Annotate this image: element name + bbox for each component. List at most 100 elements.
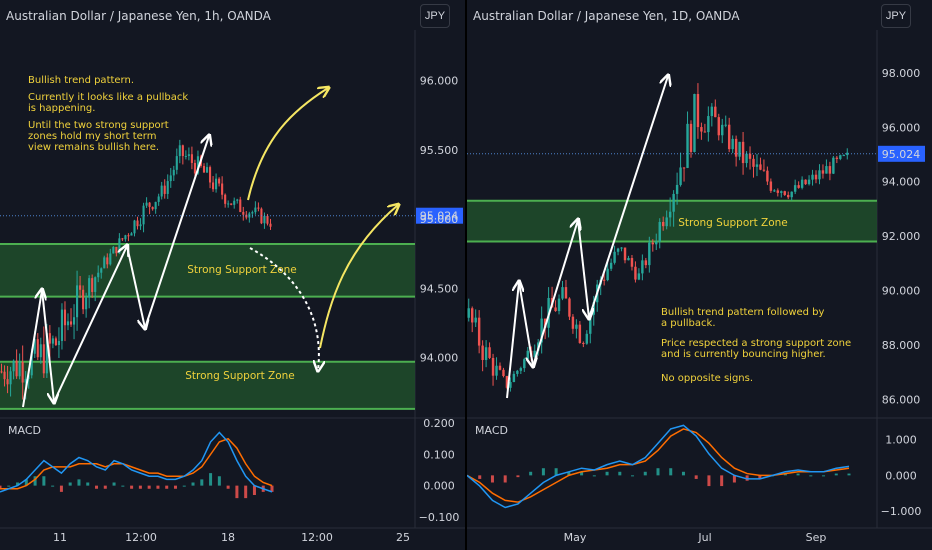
price-tick-label: 92.000 [882,230,921,243]
macd-histogram-bar [42,476,46,486]
candle-body [769,181,773,191]
trend-arrow [506,282,519,399]
candle-body [54,338,57,346]
candle-body [700,127,703,132]
candle-body [94,277,97,292]
last-price-label: 95.024 [882,148,921,161]
candle-body [18,361,21,377]
candle-body [717,117,720,136]
macd-histogram-bar [694,475,698,479]
currency-button[interactable]: JPY [881,4,911,28]
candle-body [648,242,651,266]
candle-body [196,156,200,174]
candle-body [97,272,100,278]
macd-histogram-bar [156,485,160,489]
candle-body [620,247,623,249]
macd-histogram-bar [16,482,20,486]
macd-histogram-bar [592,475,596,477]
candle-body [623,247,627,261]
macd-histogram-bar [656,468,660,476]
chart-panel-1d[interactable]: Australian Dollar / Japanese Yen, 1D, OA… [467,0,932,550]
candle-body [178,145,181,157]
macd-histogram-bar [618,471,622,476]
candle-body [488,347,491,358]
candle-body [696,94,700,128]
candle-body [242,211,245,215]
macd-histogram-bar [834,473,838,476]
candle-body [533,350,536,357]
candle-body [637,273,641,280]
candle-body [115,246,118,254]
candle-body [79,285,82,290]
candle-body [477,317,481,346]
macd-tick-label: 0.000 [423,480,455,493]
macd-histogram-bar [24,479,28,486]
support-zone-label: Strong Support Zone [678,217,788,229]
candle-body [682,167,686,169]
candle-body [627,258,630,261]
candle-body [236,199,239,201]
macd-histogram-bar [252,485,256,495]
candle-body [221,183,224,195]
candle-body [710,106,714,117]
candle-body [609,262,613,269]
macd-histogram-bar [822,475,826,477]
candle-body [759,164,762,170]
candle-body [727,124,731,150]
time-tick-label: 11 [53,531,67,544]
price-tick-label: 96.000 [882,121,921,134]
macd-histogram-bar [68,482,72,486]
candle-body [33,339,36,354]
macd-histogram-bar [605,471,609,476]
macd-histogram-bar [681,471,685,476]
candle-body [689,123,693,152]
candle-body [60,309,64,341]
price-tick-label: 90.000 [882,285,921,298]
candle-body [800,179,804,188]
signal-line [467,428,850,503]
macd-histogram-bar [631,475,635,477]
candle-body [124,235,127,240]
candle-body [818,170,821,180]
macd-histogram-bar [244,485,248,499]
candle-body [169,175,172,182]
candle-body [734,138,738,157]
support-zone-label: Strong Support Zone [187,264,297,276]
candle-body [142,205,145,225]
macd-histogram-bar [200,479,204,486]
candle-body [254,207,257,213]
chart-panel-1h[interactable]: Australian Dollar / Japanese Yen, 1h, OA… [0,0,465,550]
candle-body [825,166,828,174]
candle-body [163,185,166,194]
candle-body [797,185,800,188]
candle-body [24,378,27,383]
macd-histogram-bar [182,485,186,487]
candle-body [160,185,163,197]
candle-body [741,141,745,164]
candle-body [505,376,509,388]
candle-body [474,317,477,323]
candle-body [606,268,609,281]
trend-arrow [518,281,533,366]
time-tick-label: Sep [806,531,827,544]
currency-button[interactable]: JPY [420,4,450,28]
macd-histogram-bar [490,475,494,483]
macd-histogram-bar [669,468,673,476]
candle-body [91,278,94,292]
macd-histogram-bar [720,475,724,487]
candle-body [495,365,498,376]
candle-body [523,359,526,369]
annotation-text: Currently it looks like a pullback [28,92,188,103]
chart-canvas-1d[interactable]: Strong Support Zone 95.024 98.000 96.000 94.… [467,0,932,550]
candle-body [589,314,592,334]
trend-arrow [532,220,578,367]
trend-arrow [41,289,54,402]
macd-histogram-bar [147,485,151,489]
macd-histogram-bar [121,485,125,487]
candle-body [251,212,254,214]
macd-histogram-bar [554,468,558,476]
candle-body [762,169,766,171]
chart-canvas-1h[interactable]: Strong Support Zone Strong Support Zone 95… [0,0,465,550]
macd-tick-label: 1.000 [885,434,917,447]
macd-histogram-bar [270,485,274,492]
